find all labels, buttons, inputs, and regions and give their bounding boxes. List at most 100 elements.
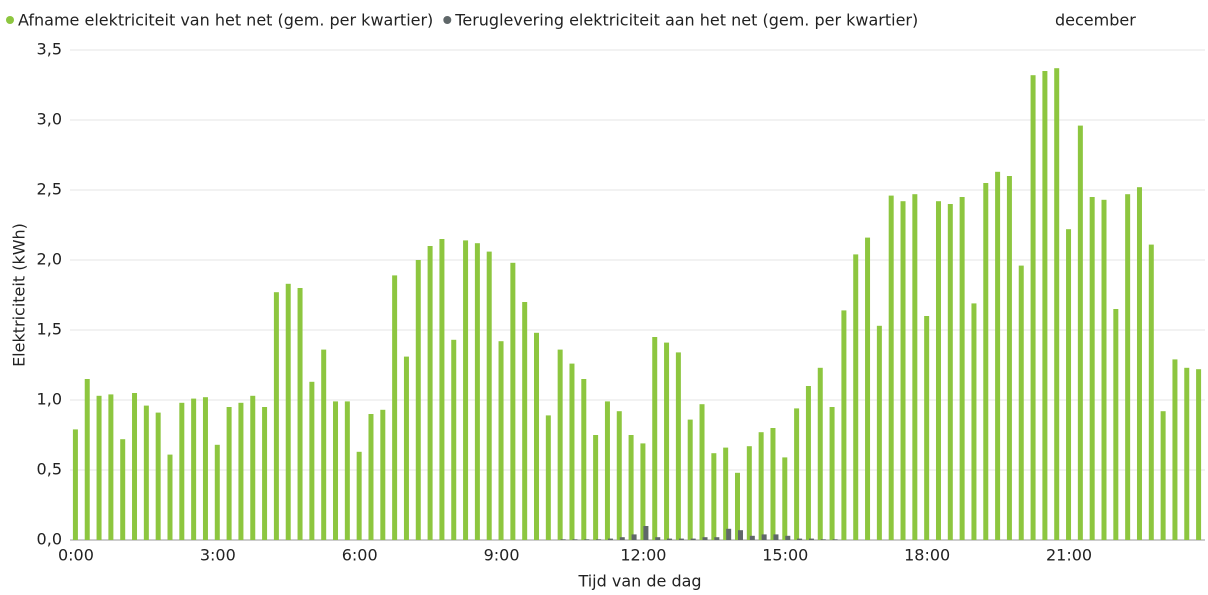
bar	[403, 356, 409, 540]
bar	[309, 381, 315, 540]
bar	[545, 415, 551, 540]
bar	[155, 412, 161, 540]
bar	[1196, 369, 1202, 540]
legend-label: Teruglevering elektriciteit aan het net …	[454, 11, 918, 30]
bar	[865, 237, 871, 540]
bar	[1030, 75, 1036, 540]
bar	[285, 283, 291, 540]
bar	[711, 453, 717, 540]
bar	[782, 457, 788, 540]
bar	[96, 395, 102, 540]
bar	[808, 538, 814, 540]
bar	[912, 194, 918, 540]
bar	[534, 332, 540, 540]
bar	[604, 401, 610, 540]
bar	[226, 407, 232, 540]
bar	[474, 243, 480, 540]
bar	[794, 408, 800, 540]
x-tick-label: 6:00	[342, 546, 378, 565]
bar	[640, 443, 646, 540]
bar	[876, 325, 882, 540]
bar	[820, 539, 826, 540]
y-tick-label: 1,5	[37, 320, 62, 339]
bar	[690, 538, 696, 540]
bar	[971, 303, 977, 540]
bar	[463, 240, 469, 540]
bar	[678, 538, 684, 540]
bar	[935, 201, 941, 540]
bar	[321, 349, 327, 540]
bar	[643, 526, 649, 540]
y-tick-label: 3,0	[37, 110, 62, 129]
x-tick-label: 9:00	[484, 546, 520, 565]
bar	[652, 337, 658, 540]
bar	[572, 539, 578, 540]
bar	[1101, 199, 1107, 541]
bar	[132, 393, 138, 540]
bar	[262, 407, 268, 540]
bar	[723, 447, 729, 540]
bar	[699, 404, 705, 540]
legend-marker	[443, 16, 452, 24]
bar	[333, 401, 339, 540]
bar	[841, 310, 847, 540]
bar	[888, 195, 894, 540]
bar	[761, 534, 767, 540]
bar	[451, 339, 457, 540]
bar	[770, 428, 776, 540]
bar	[344, 401, 350, 540]
bar	[1006, 176, 1012, 540]
bar	[522, 302, 528, 540]
bar	[616, 411, 622, 540]
bar	[1136, 187, 1142, 540]
bar	[214, 444, 220, 540]
bar	[726, 528, 732, 540]
bar	[714, 537, 720, 540]
bar	[356, 451, 362, 540]
bar	[415, 260, 421, 540]
bar	[607, 538, 613, 540]
bar	[655, 537, 661, 540]
bar	[179, 402, 185, 540]
bar	[734, 472, 740, 540]
bar	[1089, 197, 1095, 540]
y-axis-title: Elektriciteit (kWh)	[10, 223, 29, 367]
bar	[498, 341, 504, 540]
bar	[1172, 359, 1178, 540]
x-tick-label: 21:00	[1046, 546, 1092, 565]
bar	[1066, 229, 1072, 540]
x-tick-label: 18:00	[904, 546, 950, 565]
bar	[560, 539, 566, 540]
bar	[297, 288, 303, 540]
bar	[593, 435, 599, 540]
bar	[167, 454, 173, 540]
bar	[983, 183, 989, 540]
bar	[439, 239, 445, 540]
bar	[557, 349, 563, 540]
bar	[1184, 367, 1190, 540]
bar	[584, 539, 590, 540]
bar	[510, 262, 516, 540]
bar	[619, 537, 625, 540]
bar	[667, 538, 673, 540]
bar	[995, 171, 1001, 541]
x-tick-label: 12:00	[620, 546, 666, 565]
legend-marker	[6, 16, 14, 24]
bar	[143, 405, 149, 540]
bar	[853, 254, 859, 540]
bar	[273, 292, 279, 540]
bar	[749, 535, 755, 540]
bar	[924, 316, 930, 540]
bar	[1113, 309, 1119, 540]
bar	[702, 537, 708, 540]
bar	[805, 386, 811, 540]
bar	[569, 363, 575, 540]
bar	[628, 435, 634, 540]
bar	[1018, 265, 1024, 540]
x-tick-label: 3:00	[200, 546, 236, 565]
bar	[1160, 411, 1166, 540]
bar	[947, 204, 953, 540]
bar	[817, 367, 823, 540]
bar	[631, 534, 637, 540]
